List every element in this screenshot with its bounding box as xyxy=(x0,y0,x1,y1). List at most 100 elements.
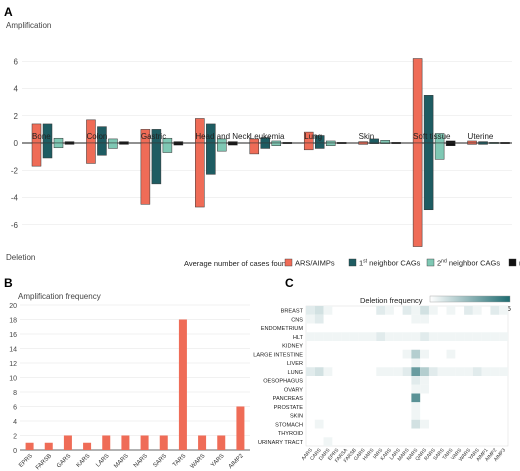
category-label-colon: Colon xyxy=(86,132,107,141)
panel-a-letter: A xyxy=(4,5,13,19)
heatmap-cell xyxy=(420,306,429,315)
amplification-frequency-axis-label: Amplification frequency xyxy=(18,292,101,301)
bar-deletion-non-cags xyxy=(336,142,347,144)
heatmap-cell xyxy=(420,376,429,385)
y-tick-label: 12 xyxy=(9,361,17,368)
y-tick-label: 10 xyxy=(9,376,17,383)
y-tick-label: 8 xyxy=(13,390,17,397)
bar-deletion-ars-aimps xyxy=(249,142,260,155)
legend-label-2nd-neighbor-cags: 2nd neighbor CAGs xyxy=(437,259,500,268)
heatmap-cell xyxy=(420,419,429,429)
row-label-stomach: STOMACH xyxy=(275,422,303,428)
heatmap-cell xyxy=(314,332,324,341)
amplification-axis-label: Amplification xyxy=(6,21,51,30)
bar-nars xyxy=(140,435,149,450)
heatmap-cell xyxy=(420,332,429,341)
bar-deletion-non-cags xyxy=(445,142,456,146)
bar-deletion-non-cags xyxy=(282,142,293,144)
heatmap-cell xyxy=(385,306,394,315)
heatmap-cell xyxy=(332,332,342,341)
category-label-head-and-neck: Head and Neck xyxy=(195,132,251,141)
heatmap-cell xyxy=(402,367,412,376)
x-tick-label-nars: NARS xyxy=(133,453,149,469)
heatmap-cell xyxy=(446,349,456,359)
legend-swatch-1st-neighbor-cags xyxy=(348,258,357,267)
row-label-urinary-tract: URINARY TRACT xyxy=(258,440,304,446)
heatmap-cell xyxy=(314,367,324,376)
heatmap-cell xyxy=(306,306,315,315)
panel-a-category-labels: Bone Colon Gastric Head and Neck Leukemia Lun… xyxy=(32,132,494,141)
category-label-gastric: Gastric xyxy=(141,132,166,141)
heatmap-cell xyxy=(464,367,473,376)
bar-mars xyxy=(121,435,130,450)
panel-a-bars xyxy=(31,58,510,247)
x-tick-label-wars: WARS xyxy=(190,453,207,470)
heatmap-cell xyxy=(314,419,324,429)
panel-b-category-labels: EPRS FARSB GARS KARS LARS MARS NARS SARS TARS WAR… xyxy=(18,453,245,471)
y-tick-label: 4 xyxy=(14,85,19,94)
bar-deletion-1st-neighbor-cags xyxy=(206,142,216,175)
row-label-lung: LUNG xyxy=(287,370,303,376)
row-label-thyroid: THYROID xyxy=(278,431,303,437)
bar-deletion-non-cags xyxy=(500,142,510,144)
y-tick-label: -6 xyxy=(11,221,19,230)
heatmap-cell xyxy=(490,332,500,341)
y-tick-label: 18 xyxy=(9,318,17,325)
heatmap-cell xyxy=(437,367,447,376)
heatmap-cell xyxy=(411,419,421,429)
bar-deletion-non-cags xyxy=(64,142,75,145)
y-tick-label: 0 xyxy=(14,139,19,148)
y-tick-label: -2 xyxy=(11,166,19,175)
heatmap-cell xyxy=(499,332,508,341)
heatmap-cell xyxy=(306,332,315,341)
y-tick-label: 20 xyxy=(9,303,17,310)
category-label-soft-tissue: Soft tissue xyxy=(413,132,451,141)
x-tick-label-sars: SARS xyxy=(152,453,168,469)
bar-deletion-1st-neighbor-cags xyxy=(151,142,162,185)
bar-amplification-2nd-neighbor-cags xyxy=(53,137,64,144)
heatmap-cell xyxy=(411,384,421,394)
heatmap-cell xyxy=(481,332,491,341)
panel-a: A Amplification Deletion -6 -4 -2 0 2 4 6 Bone… xyxy=(4,5,520,268)
bar-farsb xyxy=(44,442,53,450)
bar-aimp2 xyxy=(236,406,245,450)
category-label-skin: Skin xyxy=(359,132,375,141)
panel-a-legend: Average number of cases found ARS/AIMPs 1s… xyxy=(184,259,520,269)
bar-deletion-1st-neighbor-cags xyxy=(42,142,53,159)
heatmap-cell xyxy=(472,367,482,376)
bar-deletion-non-cags xyxy=(228,142,238,146)
bar-amplification-2nd-neighbor-cags xyxy=(271,140,282,144)
heatmap-cell xyxy=(306,314,315,324)
heatmap-cell xyxy=(428,306,438,315)
heatmap-cell xyxy=(358,332,368,341)
row-label-endometrium: ENDOMETRIUM xyxy=(261,326,304,332)
bar-deletion-1st-neighbor-cags xyxy=(314,142,325,149)
bar-deletion-2nd-neighbor-cags xyxy=(271,142,282,146)
y-tick-label: 16 xyxy=(9,332,17,339)
y-tick-label: 14 xyxy=(9,347,17,354)
row-label-hlt: HLT xyxy=(293,335,304,341)
heatmap-cell xyxy=(455,367,465,376)
y-tick-label: 6 xyxy=(14,57,19,66)
heatmap-cell xyxy=(420,314,429,324)
heatmap-cell xyxy=(341,332,350,341)
bar-yars xyxy=(217,435,226,450)
heatmap-cell xyxy=(446,332,456,341)
legend-label-ars-aimps: ARS/AIMPs xyxy=(295,259,335,268)
bar-deletion-ars-aimps xyxy=(412,142,423,247)
bar-lars xyxy=(102,435,111,450)
bar-deletion-2nd-neighbor-cags xyxy=(162,142,173,153)
heatmap-cell xyxy=(323,332,333,341)
heatmap-cell xyxy=(402,349,412,359)
row-label-cns: CNS xyxy=(291,317,303,323)
heatmap-cell xyxy=(323,306,333,315)
bar-amplification-2nd-neighbor-cags xyxy=(380,140,390,144)
row-label-breast: BREAST xyxy=(281,309,304,315)
legend-swatch-non-cags xyxy=(508,258,517,267)
bar-gars xyxy=(63,435,72,450)
heatmap-cell xyxy=(428,332,438,341)
colorbar-gradient xyxy=(429,295,511,303)
bar-deletion-ars-aimps xyxy=(303,142,314,151)
category-label-lung: Lung xyxy=(304,132,322,141)
category-label-bone: Bone xyxy=(32,132,51,141)
